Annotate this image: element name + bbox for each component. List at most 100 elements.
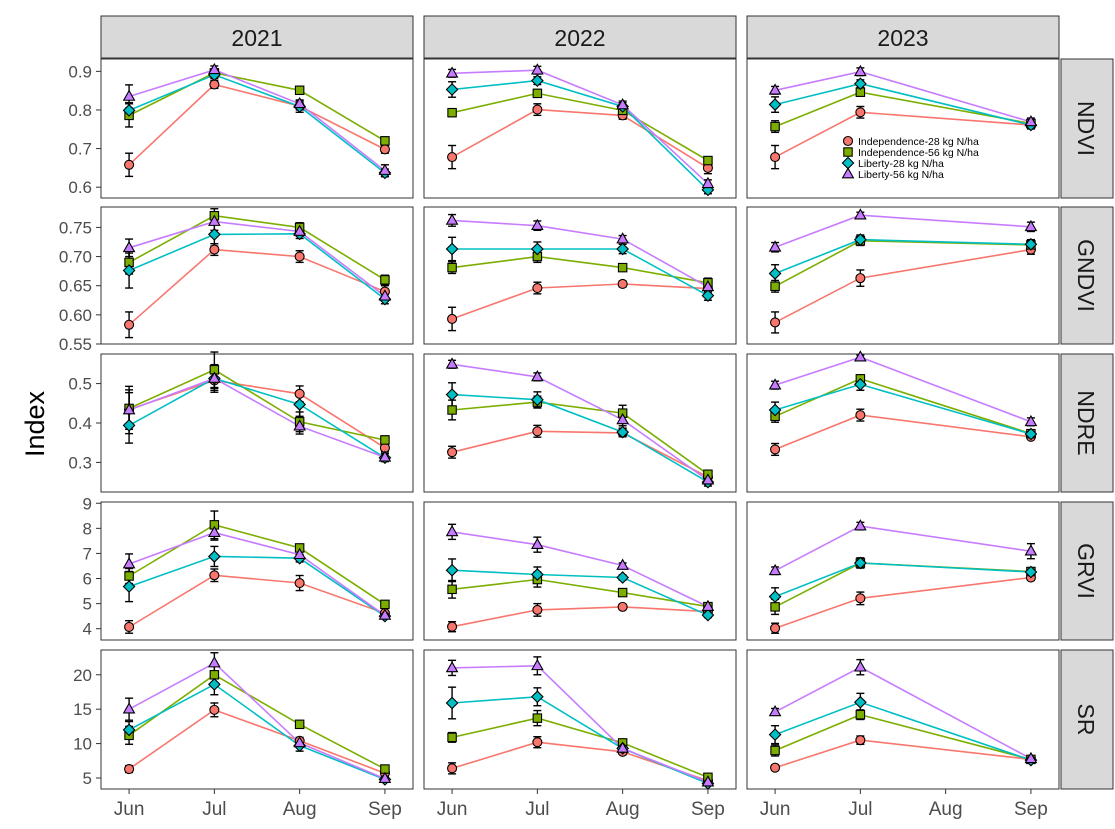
y-tick-label-GRVI: 8 bbox=[83, 519, 92, 538]
data-point-1 bbox=[447, 447, 458, 458]
series-line-2 bbox=[128, 523, 386, 606]
data-point-4 bbox=[208, 214, 221, 226]
y-tick-label-SR: 20 bbox=[73, 666, 92, 685]
data-point-4 bbox=[768, 83, 782, 95]
series-line-1 bbox=[128, 574, 386, 628]
series-line-1 bbox=[128, 83, 386, 166]
data-point-3 bbox=[445, 83, 459, 96]
data-point-4 bbox=[208, 656, 221, 668]
series-line-3 bbox=[128, 73, 386, 174]
data-point-2 bbox=[380, 435, 390, 445]
data-point-1 bbox=[209, 244, 220, 255]
panel-NDVI-2022 bbox=[423, 58, 737, 199]
data-point-1 bbox=[209, 704, 220, 715]
data-point-4 bbox=[208, 371, 221, 383]
data-point-4 bbox=[293, 224, 306, 236]
data-point-2 bbox=[532, 713, 543, 723]
year-label-2021: 2021 bbox=[231, 25, 282, 51]
legend-label-3: Liberty-28 kg N/ha bbox=[858, 158, 944, 170]
legend-label-2: Independence-56 kg N/ha bbox=[858, 147, 979, 159]
panel-NDRE-2023 bbox=[746, 350, 1060, 493]
data-point-3 bbox=[1024, 565, 1038, 579]
series-line-1 bbox=[128, 248, 386, 326]
y-tick-label-GRVI: 9 bbox=[83, 494, 92, 513]
data-point-1 bbox=[124, 763, 135, 775]
data-point-3 bbox=[445, 388, 459, 401]
data-point-4 bbox=[122, 240, 136, 253]
data-point-2 bbox=[770, 121, 780, 132]
data-point-4 bbox=[122, 89, 136, 101]
panel-SR-2023 bbox=[746, 649, 1060, 790]
data-point-4 bbox=[445, 213, 459, 225]
data-point-1 bbox=[124, 159, 135, 170]
data-point-2 bbox=[855, 709, 866, 720]
y-tick-label-NDVI: 0.6 bbox=[68, 178, 92, 197]
data-point-4 bbox=[616, 558, 629, 570]
series-line-2 bbox=[452, 578, 709, 608]
legend-marker-1 bbox=[842, 135, 854, 147]
panel-GNDVI-2021 bbox=[100, 206, 414, 345]
data-point-4 bbox=[1024, 751, 1038, 764]
data-point-3 bbox=[207, 228, 221, 241]
data-point-4 bbox=[445, 357, 459, 369]
panel-border bbox=[100, 58, 414, 199]
y-tick-label-GNDVI: 0.55 bbox=[59, 335, 92, 354]
index-strip-GRVI bbox=[1060, 501, 1114, 641]
data-point-4 bbox=[122, 557, 136, 569]
data-point-2 bbox=[447, 107, 457, 118]
legend-marker-4 bbox=[841, 167, 855, 179]
data-point-3 bbox=[853, 556, 867, 570]
data-point-4 bbox=[531, 218, 544, 231]
panel-SR-2021 bbox=[100, 649, 414, 790]
panel-GNDVI-2022 bbox=[423, 206, 737, 345]
legend-marker-2 bbox=[843, 147, 853, 157]
panel-border bbox=[100, 501, 414, 641]
series-line-4 bbox=[128, 662, 386, 780]
data-point-4 bbox=[1024, 414, 1038, 427]
y-tick-label-NDRE: 0.3 bbox=[68, 453, 92, 472]
data-point-3 bbox=[1024, 237, 1038, 251]
data-point-1 bbox=[209, 570, 220, 581]
data-point-4 bbox=[122, 702, 136, 714]
data-point-1 bbox=[770, 152, 781, 163]
data-point-4 bbox=[1024, 544, 1038, 556]
data-point-4 bbox=[701, 473, 715, 485]
data-point-2 bbox=[447, 732, 457, 743]
panel-border bbox=[423, 58, 737, 199]
data-point-4 bbox=[531, 537, 544, 550]
index-label-SR: SR bbox=[1073, 704, 1099, 736]
x-tick-label-Aug: Aug bbox=[283, 799, 317, 820]
y-tick-label-GNDVI: 0.75 bbox=[59, 218, 92, 237]
data-point-4 bbox=[768, 378, 782, 390]
y-tick-label-GNDVI: 0.70 bbox=[59, 248, 92, 267]
x-tick-label-Jul: Jul bbox=[202, 799, 226, 820]
series-line-4 bbox=[451, 531, 709, 608]
x-tick-label-Jul: Jul bbox=[525, 799, 549, 820]
data-point-3 bbox=[853, 695, 867, 709]
data-point-4 bbox=[122, 403, 136, 415]
data-point-4 bbox=[531, 63, 544, 75]
index-strip-NDRE bbox=[1060, 353, 1114, 493]
series-line-1 bbox=[451, 430, 709, 478]
data-point-3 bbox=[768, 98, 782, 111]
data-point-1 bbox=[532, 604, 543, 615]
series-line-2 bbox=[128, 214, 386, 281]
series-line-3 bbox=[128, 377, 386, 459]
data-point-4 bbox=[378, 289, 392, 301]
data-point-3 bbox=[768, 590, 782, 603]
index-strip-NDVI bbox=[1060, 58, 1114, 199]
data-point-4 bbox=[445, 66, 459, 78]
panel-NDVI-2021 bbox=[100, 58, 414, 199]
legend-label-4: Liberty-56 kg N/ha bbox=[858, 169, 944, 181]
panel-GRVI-2021 bbox=[100, 501, 414, 641]
data-point-2 bbox=[447, 262, 457, 273]
series-line-2 bbox=[451, 255, 709, 284]
index-label-GRVI: GRVI bbox=[1073, 543, 1099, 599]
y-tick-label-NDVI: 0.8 bbox=[68, 101, 92, 120]
panel-border bbox=[100, 649, 414, 790]
data-point-4 bbox=[378, 771, 392, 784]
data-point-4 bbox=[293, 547, 306, 560]
data-point-1 bbox=[770, 623, 781, 634]
